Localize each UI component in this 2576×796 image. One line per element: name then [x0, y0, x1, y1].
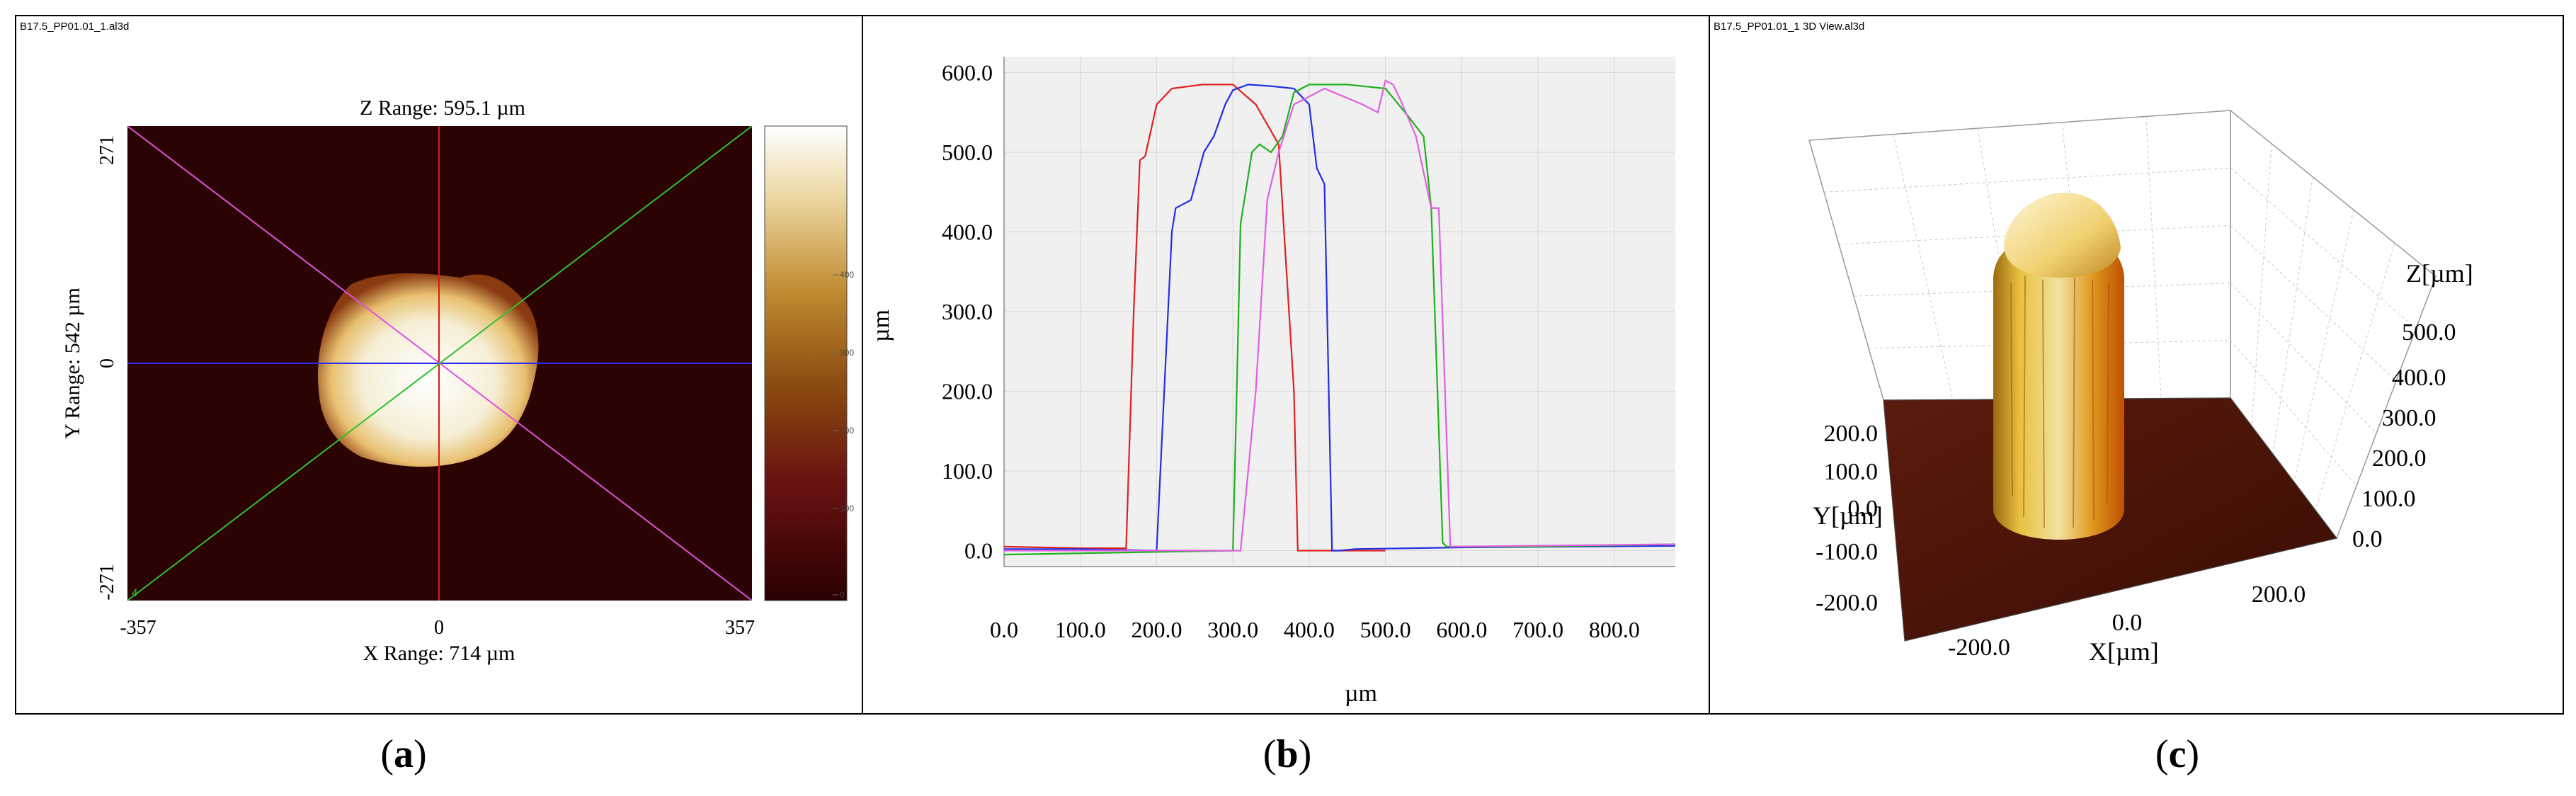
- wall-grid-line: [2230, 340, 2357, 487]
- colorbar-tick-label: 200: [840, 426, 854, 436]
- z-tick-label: 200.0: [2372, 445, 2427, 472]
- wall-grid-line: [2145, 116, 2162, 399]
- x-tick-label: 200.0: [1131, 617, 1182, 642]
- panel-label-c: (c): [2155, 732, 2199, 776]
- wall-grid-line: [2230, 225, 2397, 382]
- corner-marker: 4: [132, 587, 137, 599]
- panel-label-a: (a): [380, 732, 426, 776]
- x-tick-label: 700.0: [1512, 617, 1563, 642]
- y-axis-title-3d: Y[µm]: [1813, 501, 1883, 530]
- x-tick-label-3d: 200.0: [2252, 581, 2306, 608]
- profile-line-1: [1003, 84, 1386, 552]
- y-tick-label: 100.0: [942, 458, 993, 484]
- z-range-label: Z Range: 595.1 µm: [360, 96, 525, 120]
- x-tick-label: 0.0: [990, 617, 1018, 642]
- pillar-striations: [2010, 275, 2109, 528]
- y-tick-label: 400.0: [942, 220, 993, 245]
- x-tick-label: 400.0: [1284, 617, 1335, 642]
- pillar-cap: [2004, 193, 2121, 278]
- panel-label-a-letter: a: [394, 732, 414, 776]
- color-scale-bar: [764, 125, 848, 601]
- z-axis-title: Z[µm]: [2406, 259, 2473, 288]
- colorbar-tick-label: 0: [840, 590, 845, 600]
- wall-grid-line: [2272, 176, 2313, 455]
- colorbar-tick-label: 100: [840, 504, 854, 513]
- y-tick-min: -271: [96, 564, 118, 600]
- x-range-label: X Range: 714 µm: [363, 642, 515, 665]
- y-tick-label: 0.0: [964, 538, 993, 564]
- y-tick-max: 271: [96, 135, 118, 165]
- profile-lines: [1003, 79, 1676, 556]
- x-tick-label: 600.0: [1436, 617, 1487, 642]
- x-tick-label-3d: 0.0: [2112, 610, 2143, 636]
- panel-label-b: (b): [1263, 732, 1311, 776]
- x-tick-label: 800.0: [1589, 617, 1640, 642]
- specimen-pillar: [1993, 244, 2124, 540]
- x-tick-label-3d: -200.0: [1948, 635, 2010, 661]
- wall-grid-line: [2293, 210, 2354, 482]
- x-axis-title: µm: [1345, 681, 1377, 707]
- y-tick-label-3d: 100.0: [1824, 459, 1879, 485]
- y-tick-zero: 0: [96, 358, 118, 368]
- y-axis-title: µm: [868, 309, 894, 342]
- y-tick-label-3d: -200.0: [1816, 590, 1878, 616]
- 3d-axis-ticks: 0.0 100.0 200.0 300.0 400.0 500.0 200.0 100.0 0.…: [1816, 319, 2456, 661]
- profile-line-3: [1003, 84, 1676, 556]
- z-tick-label: 400.0: [2392, 365, 2446, 391]
- wall-grid-line: [2230, 167, 2417, 329]
- panel-label-c-letter: c: [2169, 732, 2187, 776]
- panel-frame: [15, 15, 2564, 715]
- x-tick-label: 100.0: [1055, 617, 1106, 642]
- y-tick-label: 500.0: [942, 140, 993, 165]
- wall-grid-line: [1893, 134, 1954, 400]
- x-axis-title-3d: X[µm]: [2089, 637, 2159, 666]
- specimen-heightmap: [317, 273, 539, 467]
- z-tick-label: 300.0: [2382, 405, 2437, 431]
- z-tick-label: 500.0: [2402, 319, 2456, 346]
- x-tick-label: 300.0: [1207, 617, 1258, 642]
- wall-grid-line: [2251, 143, 2272, 426]
- y-tick-label-3d: 200.0: [1824, 421, 1879, 447]
- colorbar-tick-label: 400: [840, 270, 854, 280]
- wall-grid-line: [2061, 122, 2092, 399]
- y-tick-label-3d: -100.0: [1816, 539, 1878, 565]
- panel-c: B17.5_PP01.01_1 3D View.al3d 0.0 100.0 200…: [1714, 21, 2473, 666]
- profile-line-2: [1004, 84, 1676, 552]
- x-tick-zero: 0: [434, 617, 444, 639]
- profile-line-4: [1004, 79, 1676, 552]
- panel-label-b-letter: b: [1276, 732, 1298, 776]
- colorbar-tick-label: 300: [840, 348, 854, 358]
- panel-a-filename: B17.5_PP01.01_1.al3d: [20, 21, 129, 33]
- z-tick-label: 0.0: [2352, 526, 2383, 552]
- x-tick-max: 357: [725, 617, 755, 639]
- y-range-label: Y Range: 542 µm: [61, 288, 84, 439]
- section-line-diagonal-green: [127, 125, 753, 601]
- wall-grid-line: [2315, 243, 2395, 511]
- color-scale-ticks: 400 300 200 100 0: [833, 270, 854, 600]
- x-tick-label: 500.0: [1360, 617, 1411, 642]
- y-tick-label-3d: 0.0: [1848, 496, 1879, 522]
- y-tick-label: 600.0: [942, 60, 993, 86]
- y-tick-label: 200.0: [942, 379, 993, 404]
- panel-b: 0.0 100.0 200.0 300.0 400.0 500.0 600.0 700.0 80…: [868, 57, 1676, 707]
- axis-ticks: 0.0 100.0 200.0 300.0 400.0 500.0 600.0 700.0 80…: [942, 60, 1640, 643]
- panel-c-filename: B17.5_PP01.01_1 3D View.al3d: [1714, 21, 1864, 33]
- y-tick-label: 300.0: [942, 299, 993, 324]
- wall-grid-line: [1868, 340, 2231, 349]
- x-tick-min: -357: [120, 617, 156, 639]
- wall-grid-line: [2230, 283, 2377, 434]
- z-tick-label: 100.0: [2361, 486, 2416, 512]
